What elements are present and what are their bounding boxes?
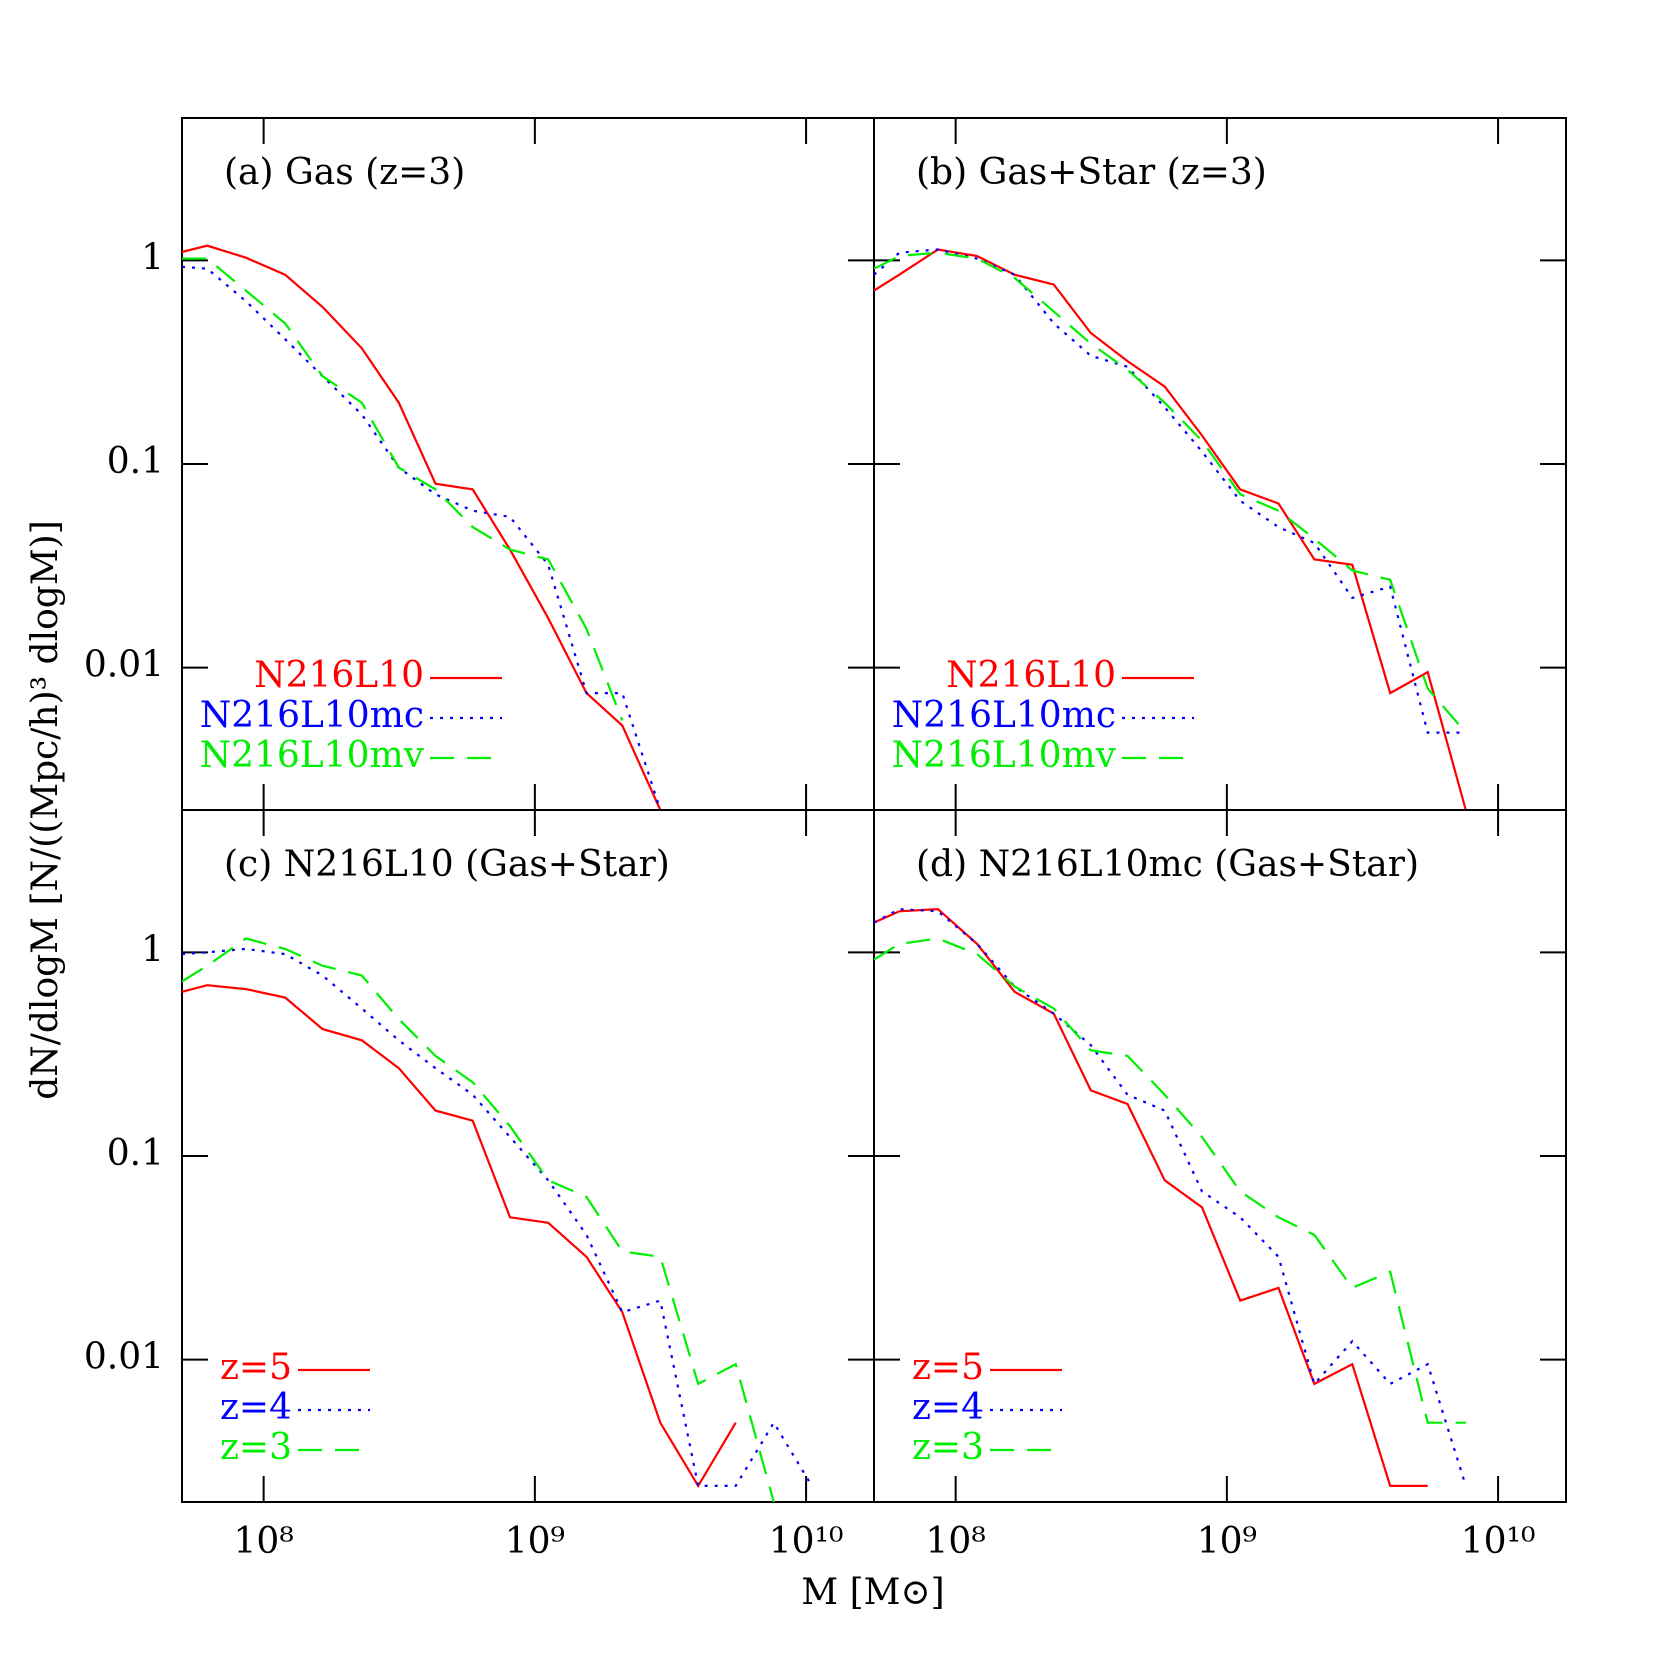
x-tick-label: 10⁹ (505, 1521, 565, 1562)
y-tick-label: 1 (141, 237, 164, 278)
legend-label: z=3 (912, 1427, 984, 1468)
y-tick-label: 0.1 (107, 1133, 164, 1174)
panel: 10⁸ 10⁹ 10¹⁰ (d) N216L10mc (Gas+Star) z=5z=4… (873, 809, 1567, 1562)
legend-label: N216L10mc (200, 695, 424, 736)
panel-title: (c) N216L10 (Gas+Star) (224, 844, 670, 885)
legend-label: z=5 (220, 1347, 292, 1388)
series-line (182, 984, 737, 1489)
legend-label: N216L10mv (892, 735, 1117, 776)
x-axis-label: M [M⊙] (801, 1572, 944, 1613)
series-line (874, 251, 1467, 734)
panel: 0.01 0.1 1 (a) Gas (z=3) N216L10N216L10mcN21… (84, 117, 875, 811)
y-axis-label: dN/dlogM [N/((Mpc/h)³ dlogM)] (25, 520, 66, 1100)
x-tick-label: 10⁸ (926, 1521, 986, 1562)
series-line (874, 937, 1466, 1424)
legend-label: z=4 (912, 1387, 984, 1428)
y-tick-label: 0.1 (107, 441, 164, 482)
legend-label: z=3 (220, 1427, 292, 1468)
panel-title: (d) N216L10mc (Gas+Star) (916, 844, 1419, 885)
panel-title: (b) Gas+Star (z=3) (916, 152, 1267, 193)
x-tick-label: 10¹⁰ (1461, 1521, 1536, 1562)
panel: 10⁸ 10⁹ 10¹⁰ 0.01 0.1 1 (c) N216L10 (Gas+Star)… (84, 809, 875, 1562)
legend-label: N216L10 (946, 655, 1116, 696)
legend-label: z=4 (220, 1387, 292, 1428)
series-line (182, 937, 775, 1502)
series-line (182, 244, 662, 810)
legend-label: z=5 (912, 1347, 984, 1388)
series-line (874, 248, 1467, 810)
legend-label: N216L10mv (200, 735, 425, 776)
x-tick-label: 10¹⁰ (769, 1521, 844, 1562)
y-tick-label: 0.01 (84, 645, 164, 686)
series-line (874, 907, 1467, 1487)
panel: (b) Gas+Star (z=3) N216L10N216L10mcN216L1… (873, 117, 1567, 811)
plot-frame (873, 809, 1567, 1503)
y-tick-label: 1 (141, 929, 164, 970)
series-line (182, 257, 624, 721)
legend-label: N216L10 (254, 655, 424, 696)
x-tick-label: 10⁸ (234, 1521, 294, 1562)
y-tick-label: 0.01 (84, 1337, 164, 1378)
x-tick-label: 10⁹ (1197, 1521, 1257, 1562)
panel-title: (a) Gas (z=3) (224, 152, 465, 193)
legend-label: N216L10mc (892, 695, 1116, 736)
